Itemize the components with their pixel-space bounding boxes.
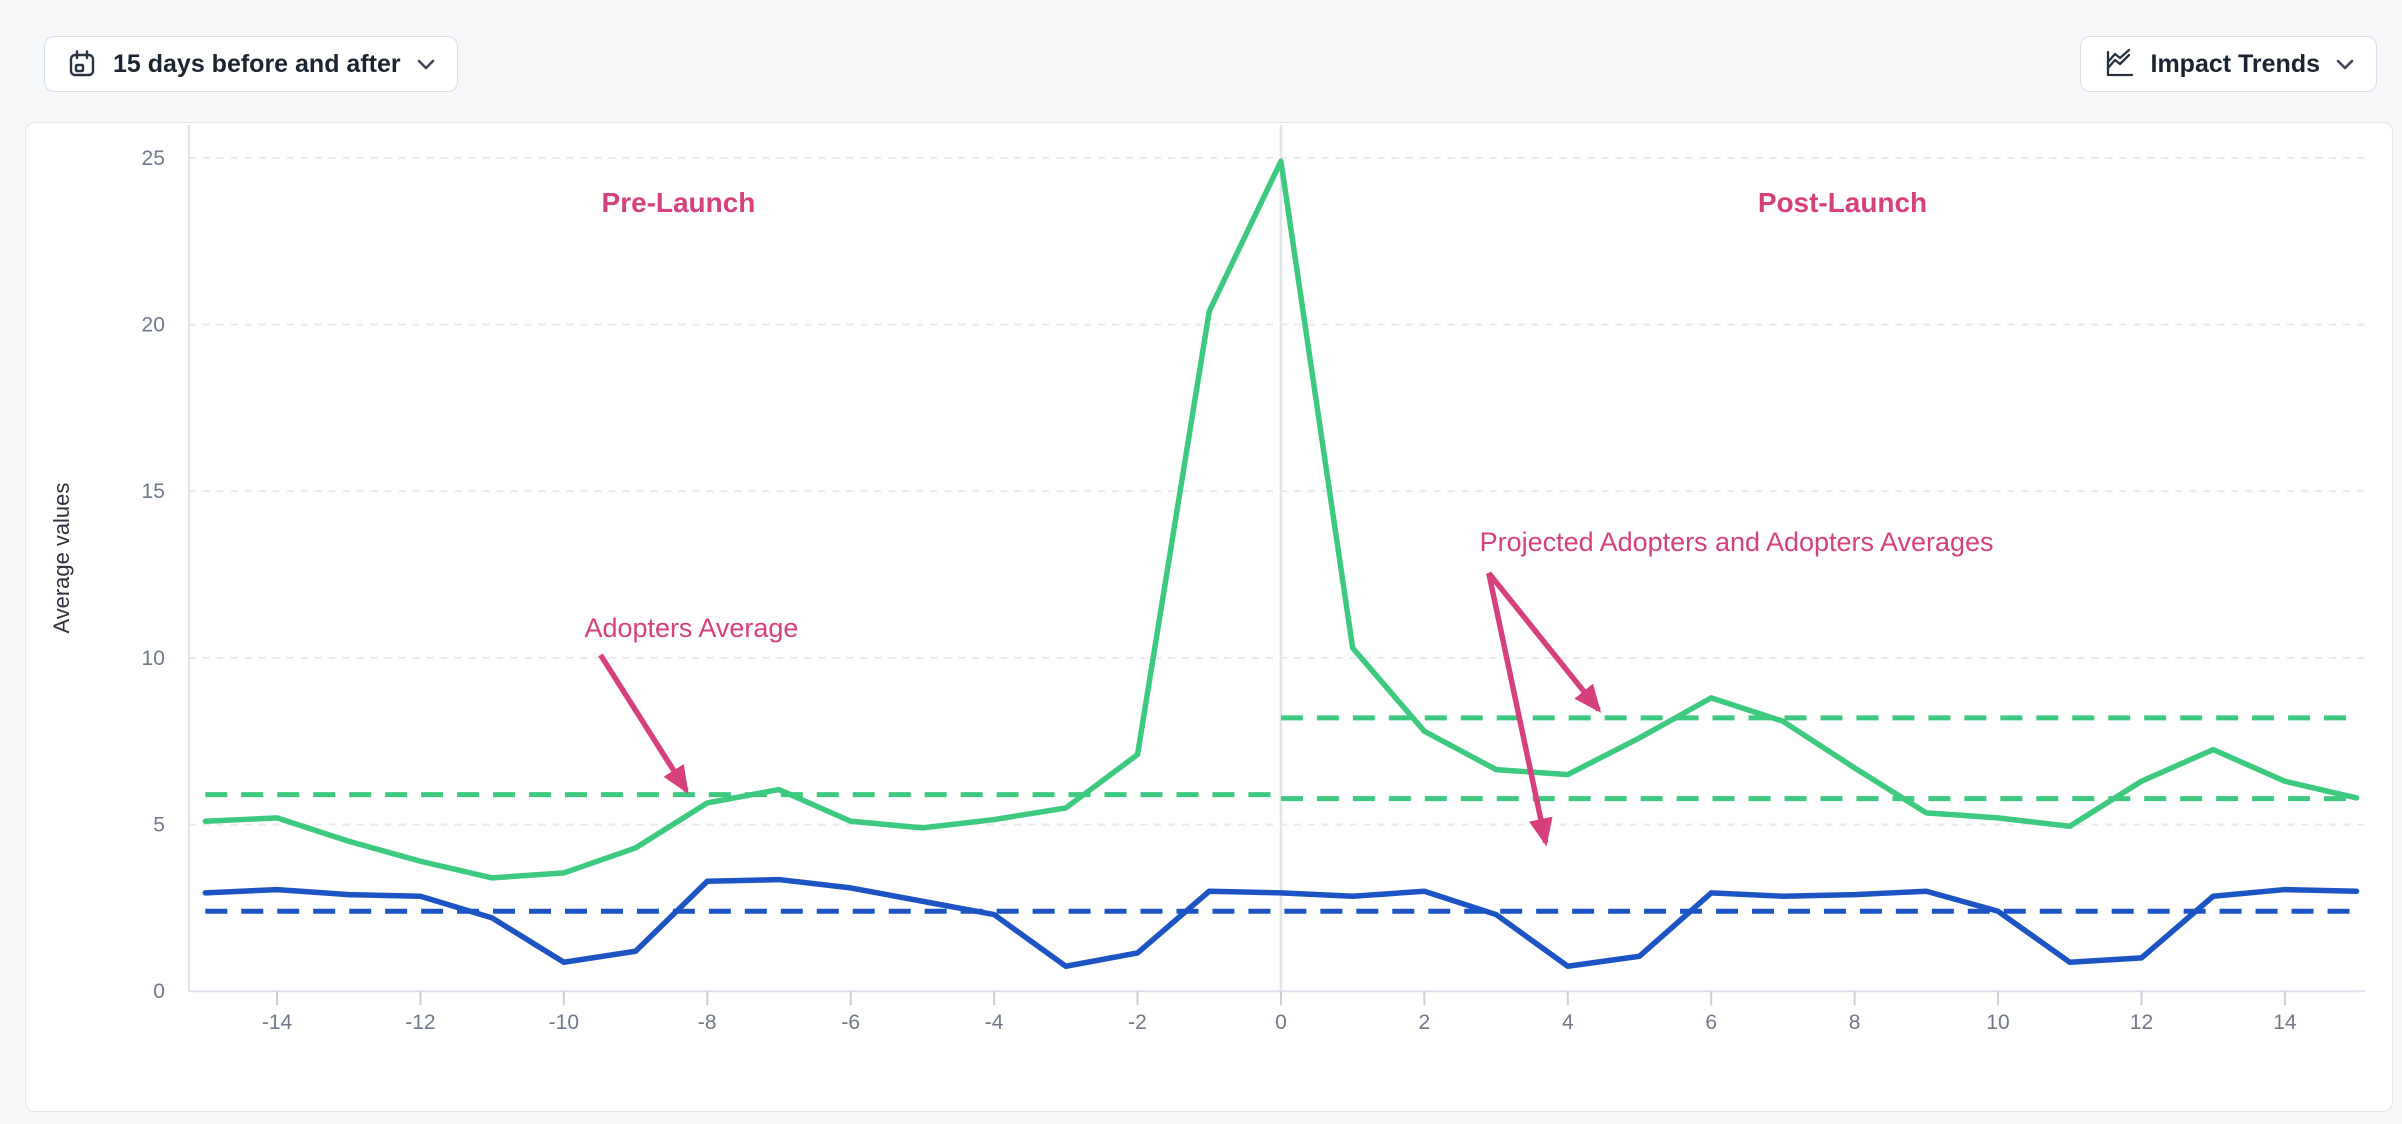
x-tick-label: 0 [1275,1011,1287,1034]
pre-launch-label: Pre-Launch [602,187,756,218]
x-tick-label: -10 [549,1011,579,1034]
projected-averages-label-arrow-1 [1486,571,1602,713]
x-tick-label: 8 [1849,1011,1861,1034]
calendar-icon [69,50,95,77]
toolbar: 15 days before and after Impact Trends [0,0,2402,122]
x-tick-label: -4 [985,1011,1004,1034]
projected-averages-label-arrow-2 [1486,572,1553,847]
impact-trends-label: Impact Trends [2150,49,2321,78]
series-blue-series-line [202,876,2360,969]
y-tick-label: 10 [142,647,165,670]
impact-trends-button[interactable]: Impact Trends [2079,36,2377,92]
chevron-down-icon [417,59,434,69]
adopters-average-label: Adopters Average [584,613,798,643]
x-tick-label: -8 [698,1011,717,1034]
y-tick-label: 5 [153,814,165,837]
x-tick-label: -2 [1128,1011,1147,1034]
impact-trends-chart: -14 -12 -10 -8 -6 -4 -2 0 2 4 6 8 10 12 14 0 5 10 15 20 25 Av… [49,124,2366,1034]
x-tick-label: 14 [2273,1011,2297,1034]
y-tick-label: 0 [153,980,165,1003]
series-adopters-line [202,158,2360,881]
y-tick-label: 25 [142,147,165,170]
y-axis-title: Average values [49,483,74,634]
projected-averages-label: Projected Adopters and Adopters Averages [1480,527,1994,557]
post-launch-label: Post-Launch [1758,187,1927,218]
y-tick-label: 15 [142,480,165,503]
x-tick-label: 12 [2130,1011,2153,1034]
chart-card: -14 -12 -10 -8 -6 -4 -2 0 2 4 6 8 10 12 14 0 5 10 15 20 25 Av… [25,122,2393,1112]
date-range-button[interactable]: 15 days before and after [44,36,458,92]
x-tick-label: 10 [1986,1011,2009,1034]
x-tick-label: -14 [262,1011,293,1034]
chevron-down-icon [2336,59,2354,69]
x-tick-label: 4 [1562,1011,1574,1034]
x-tick-label: 2 [1419,1011,1431,1034]
x-tick-label: -6 [841,1011,860,1034]
x-tick-label: 6 [1705,1011,1717,1034]
x-tick-label: -12 [405,1011,435,1034]
y-tick-label: 20 [142,314,165,337]
date-range-label: 15 days before and after [113,49,401,78]
adopters-average-label-arrow-1 [598,653,689,795]
trend-chart-icon [2106,49,2133,77]
